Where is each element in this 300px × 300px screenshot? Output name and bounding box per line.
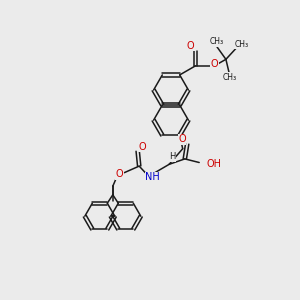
Text: OH: OH	[207, 159, 222, 169]
Text: CH₃: CH₃	[234, 40, 249, 49]
Text: O: O	[178, 134, 186, 144]
Text: O: O	[138, 142, 146, 152]
Text: O: O	[116, 169, 123, 179]
Text: NH: NH	[145, 172, 160, 182]
Text: O: O	[211, 59, 218, 69]
Text: CH₃: CH₃	[222, 73, 237, 82]
Text: H: H	[169, 152, 176, 161]
Text: CH₃: CH₃	[210, 38, 224, 46]
Text: O: O	[187, 40, 195, 50]
